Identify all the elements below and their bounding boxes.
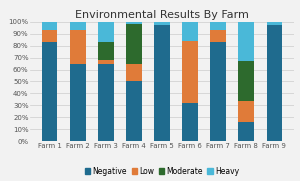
Bar [98,60,114,64]
Bar [238,22,254,61]
Bar [42,42,57,141]
Bar [98,64,114,141]
Legend: Negative, Low, Moderate, Heavy: Negative, Low, Moderate, Heavy [85,167,239,176]
Bar [238,61,254,101]
Bar [267,22,282,25]
Bar [154,22,170,25]
Bar [70,30,85,64]
Bar [238,101,254,122]
Bar [154,25,170,141]
Title: Environmental Results By Farm: Environmental Results By Farm [75,10,249,20]
Bar [70,22,85,30]
Bar [42,22,57,30]
Bar [182,103,198,141]
Bar [70,64,85,141]
Bar [98,42,114,60]
Bar [210,22,226,30]
Bar [238,122,254,141]
Bar [182,22,198,41]
Bar [210,42,226,141]
Bar [210,30,226,42]
Bar [267,25,282,141]
Bar [126,24,142,64]
Bar [126,64,142,81]
Bar [126,22,142,24]
Bar [42,30,57,42]
Bar [98,22,114,42]
Bar [126,81,142,141]
Bar [182,41,198,103]
